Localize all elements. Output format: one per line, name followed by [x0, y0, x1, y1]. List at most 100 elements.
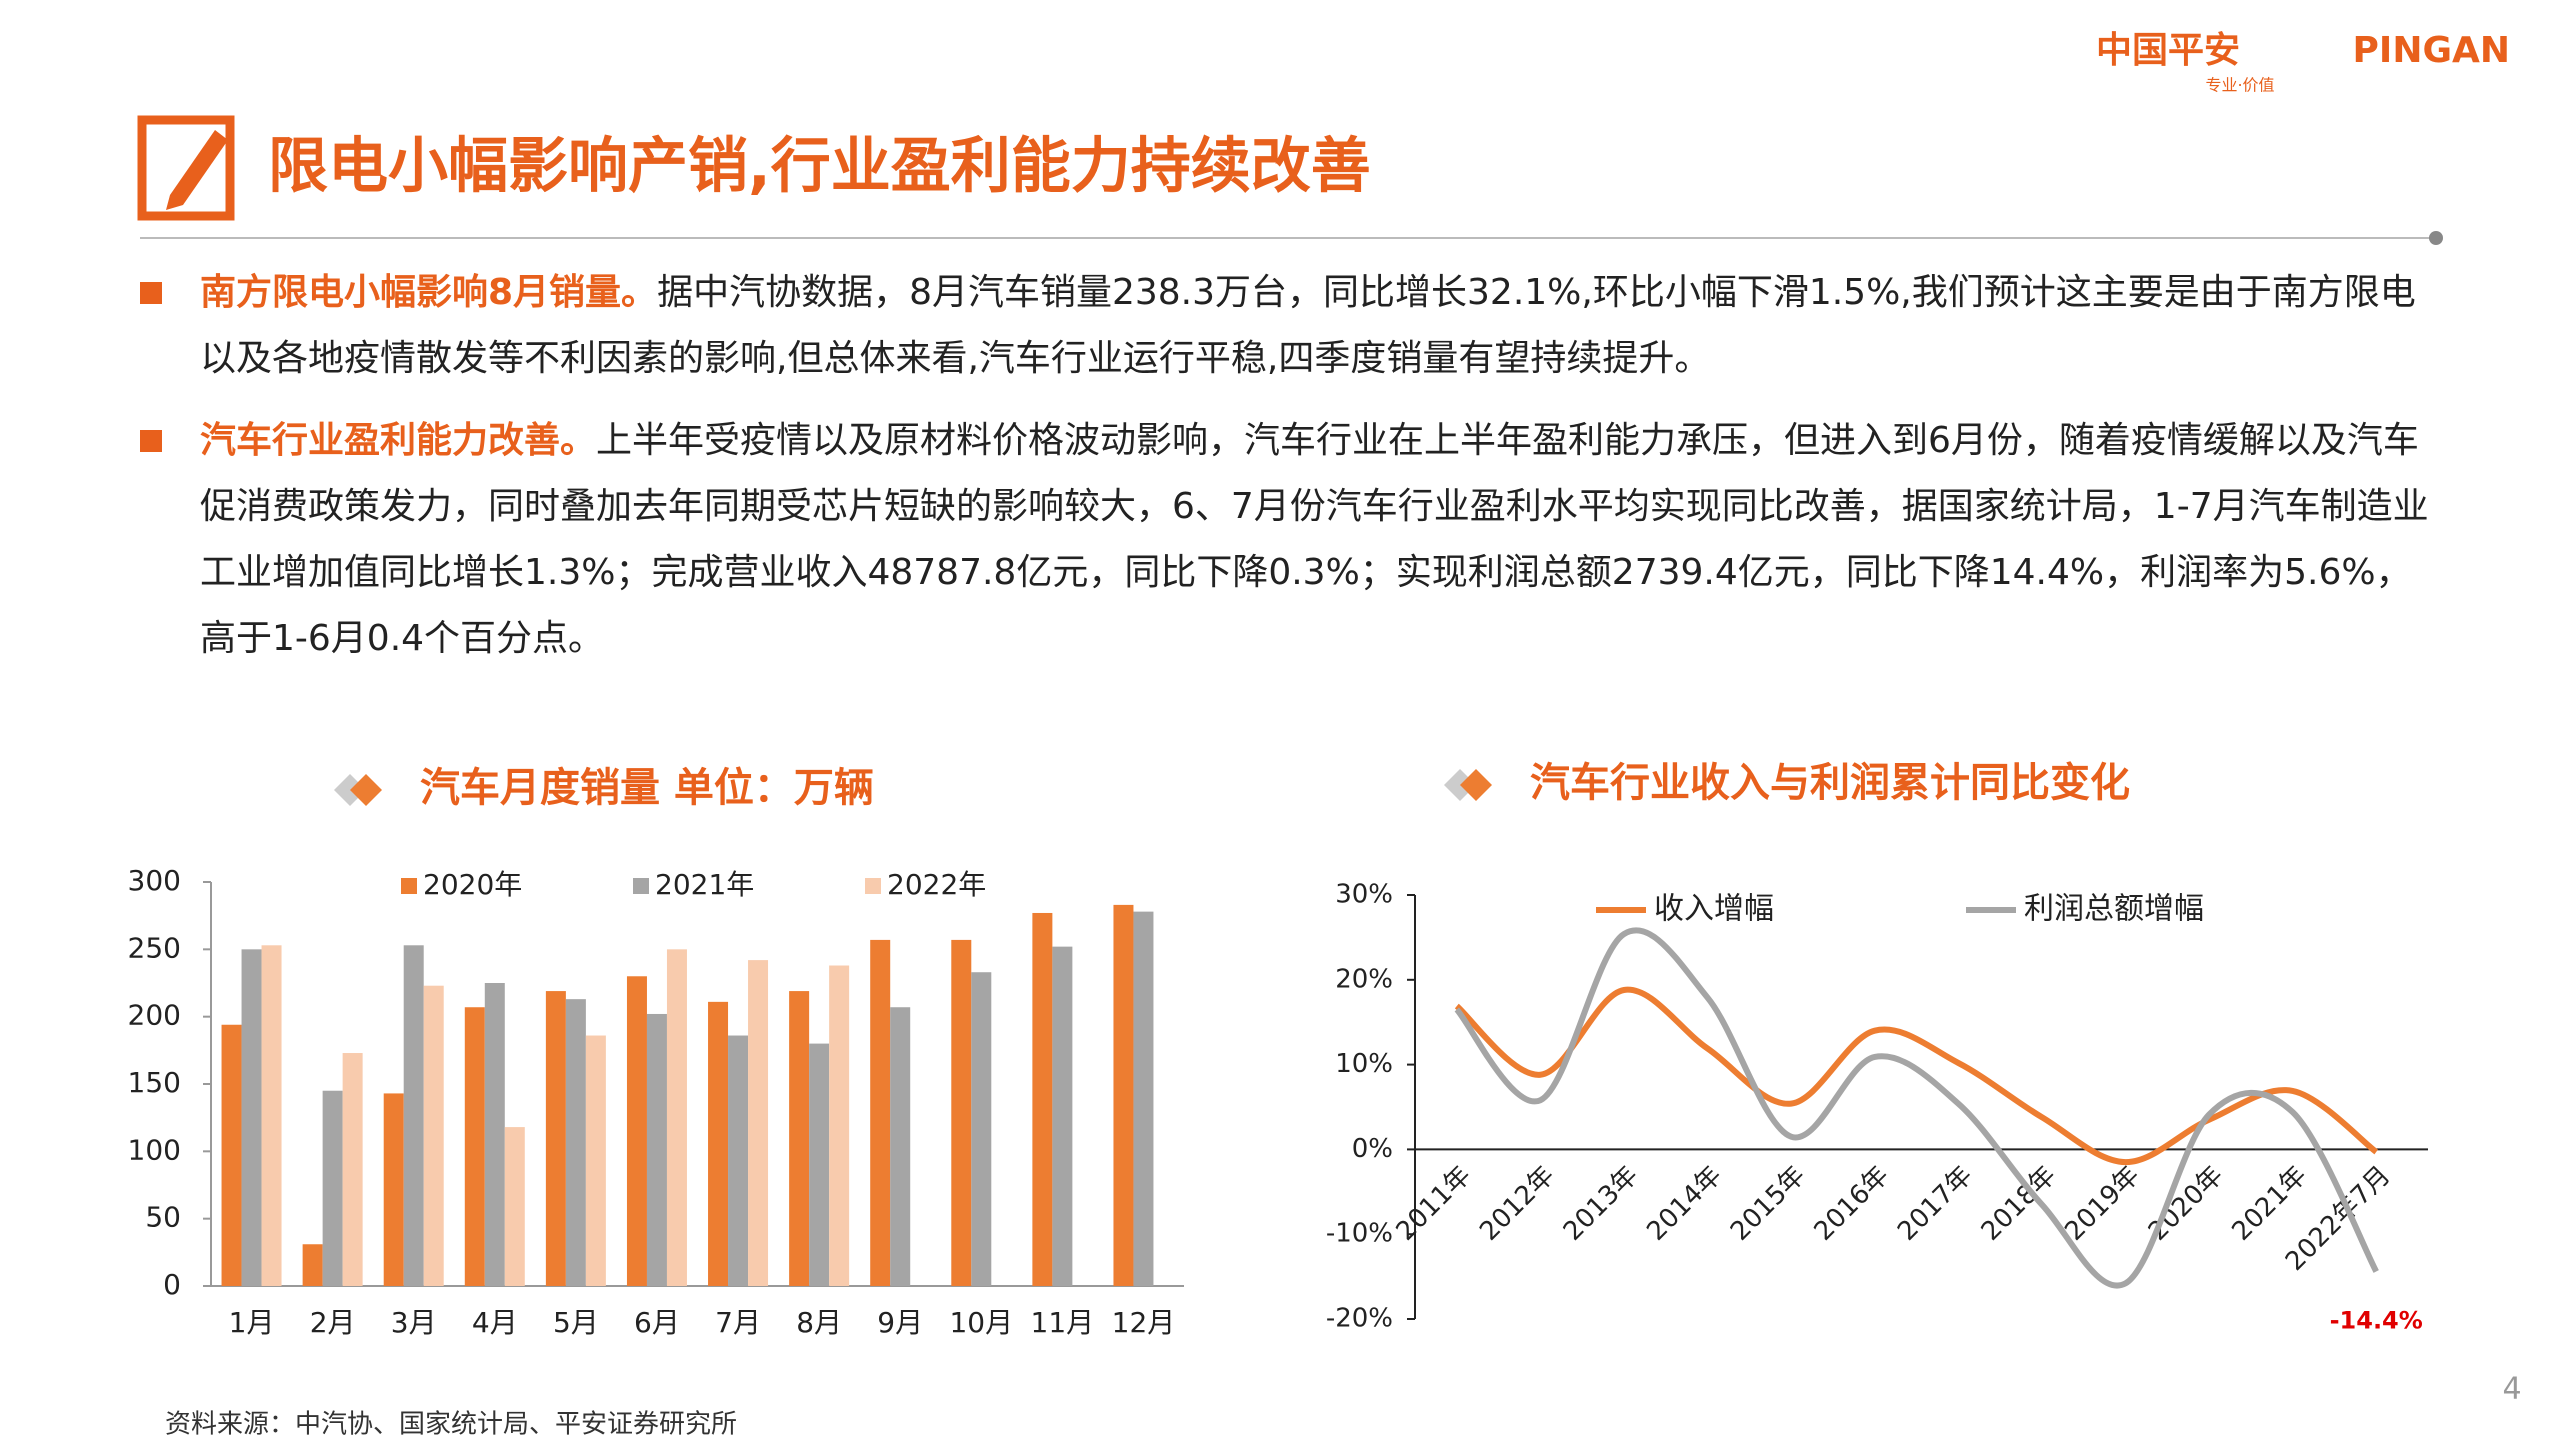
rule-dot: [2429, 231, 2443, 245]
bar: [322, 1090, 343, 1286]
bar: [585, 1035, 606, 1286]
x-tick-label: 2014年: [1641, 1160, 1727, 1246]
bar: [423, 985, 444, 1286]
bullet-paragraph: 南方限电小幅影响8月销量。据中汽协数据，8月汽车销量238.3万台，同比增长32…: [200, 260, 2440, 392]
chart-title: 汽车行业收入与利润累计同比变化: [1530, 760, 2130, 806]
y-tick-label: 300: [128, 864, 181, 897]
legend-label: 2022年: [887, 868, 986, 901]
title-icon: [350, 774, 382, 806]
bar: [565, 999, 586, 1286]
bar: [504, 1127, 525, 1286]
y-tick-label: 50: [145, 1201, 181, 1234]
line-series: [1454, 986, 2379, 1166]
bar: [890, 1007, 911, 1286]
bar: [626, 976, 647, 1286]
legend-swatch: [401, 878, 417, 894]
legend-swatch: [865, 878, 881, 894]
x-tick-label: 2021年: [2226, 1160, 2312, 1246]
bullet-marker: [140, 282, 162, 304]
logo-brand: PINGAN: [2353, 30, 2510, 71]
legend-label: 2020年: [423, 868, 522, 901]
data-label: -14.4%: [2330, 1307, 2423, 1335]
page-number: 4: [2502, 1372, 2521, 1407]
x-tick-label: 2011年: [1391, 1160, 1477, 1246]
logo-slogan: 专业·价值: [2205, 76, 2274, 95]
bullet-lead: 南方限电小幅影响8月销量。: [200, 272, 658, 313]
line-series: [1454, 927, 2379, 1289]
y-tick-label: -20%: [1326, 1304, 1393, 1334]
bullet-text: 据中汽协数据，8月汽车销量238.3万台，同比增长32.1%,环比小幅下滑1.5…: [200, 272, 2416, 379]
bar: [870, 939, 891, 1286]
bar: [383, 1093, 404, 1286]
legend-label: 利润总额增幅: [2024, 892, 2204, 927]
bar: [951, 939, 972, 1286]
bar: [748, 960, 769, 1286]
bar: [1133, 911, 1154, 1286]
x-tick-label: 1月: [229, 1306, 275, 1339]
y-tick-label: 150: [128, 1066, 181, 1099]
x-tick-label: 2016年: [1809, 1160, 1895, 1246]
bar: [789, 991, 810, 1286]
x-tick-label: 2月: [310, 1306, 356, 1339]
x-tick-label: 2017年: [1892, 1160, 1978, 1246]
x-tick-label: 4月: [472, 1306, 518, 1339]
slide-title: 限电小幅影响产销,行业盈利能力持续改善: [268, 132, 1371, 202]
x-tick-label: 8月: [796, 1306, 842, 1339]
bar: [1113, 904, 1134, 1286]
bar: [708, 1001, 729, 1286]
logo-name: 中国平安: [2096, 30, 2240, 71]
bar: [666, 949, 687, 1286]
bar: [545, 991, 566, 1286]
title-icon: [137, 115, 235, 221]
y-tick-label: 30%: [1335, 880, 1393, 910]
bar: [221, 1024, 242, 1286]
x-tick-label: 2012年: [1474, 1160, 1560, 1246]
y-tick-label: 0: [163, 1268, 181, 1301]
bullet-paragraph: 汽车行业盈利能力改善。上半年受疫情以及原材料价格波动影响，汽车行业在上半年盈利能…: [200, 408, 2440, 672]
bar: [484, 983, 505, 1286]
x-tick-label: 7月: [715, 1306, 761, 1339]
y-tick-label: 10%: [1335, 1049, 1393, 1079]
y-tick-label: 0%: [1352, 1134, 1393, 1164]
bar: [809, 1043, 830, 1286]
y-tick-label: -10%: [1326, 1219, 1393, 1249]
x-tick-label: 2019年: [2059, 1160, 2145, 1246]
bar: [403, 945, 424, 1286]
x-tick-label: 9月: [877, 1306, 923, 1339]
bar: [464, 1007, 485, 1286]
source-note: 资料来源：中汽协、国家统计局、平安证券研究所: [165, 1410, 737, 1439]
legend-swatch: [633, 878, 649, 894]
legend-label: 收入增幅: [1654, 892, 1774, 927]
y-tick-label: 100: [128, 1133, 181, 1166]
x-tick-label: 12月: [1112, 1306, 1176, 1339]
x-tick-label: 2013年: [1558, 1160, 1644, 1246]
x-tick-label: 5月: [553, 1306, 599, 1339]
x-tick-label: 2015年: [1725, 1160, 1811, 1246]
bar: [1032, 912, 1053, 1286]
y-tick-label: 250: [128, 931, 181, 964]
pencil-icon: [166, 130, 228, 210]
chart-title: 汽车月度销量 单位：万辆: [420, 765, 874, 811]
bullet-marker: [140, 430, 162, 452]
bullet-lead: 汽车行业盈利能力改善。: [200, 420, 597, 461]
x-tick-label: 3月: [391, 1306, 437, 1339]
y-tick-label: 200: [128, 999, 181, 1032]
y-tick-label: 20%: [1335, 964, 1393, 994]
bar: [342, 1053, 363, 1286]
x-tick-label: 10月: [949, 1306, 1013, 1339]
bar: [829, 965, 850, 1286]
bar: [971, 972, 992, 1286]
bar: [302, 1244, 323, 1286]
bar: [646, 1013, 667, 1286]
bar: [241, 949, 262, 1286]
x-tick-label: 11月: [1031, 1306, 1095, 1339]
bar: [728, 1035, 749, 1286]
x-tick-label: 6月: [634, 1306, 680, 1339]
bar: [1052, 946, 1073, 1286]
title-icon: [1460, 769, 1492, 801]
bar: [261, 945, 282, 1286]
legend-label: 2021年: [655, 868, 754, 901]
bullet-text: 上半年受疫情以及原材料价格波动影响，汽车行业在上半年盈利能力承压，但进入到6月份…: [200, 420, 2429, 659]
